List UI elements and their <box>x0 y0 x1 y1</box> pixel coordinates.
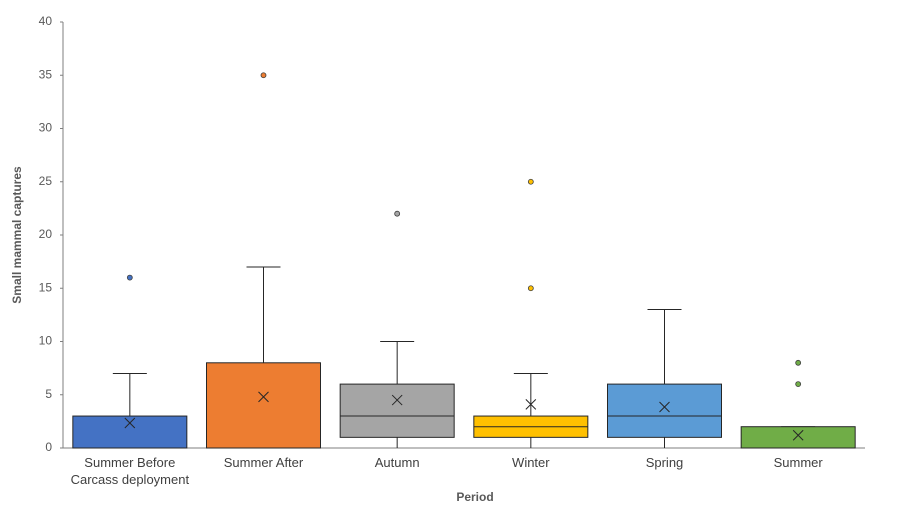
outlier <box>260 72 267 79</box>
mean-marker <box>525 398 537 410</box>
y-tick-label: 40 <box>39 14 53 28</box>
x-tick-label: Summer Before Carcass deployment <box>70 455 190 487</box>
y-tick-label: 20 <box>39 227 53 241</box>
mean-marker <box>792 429 804 441</box>
mean-marker <box>124 417 136 429</box>
x-axis-label: Period <box>456 490 493 504</box>
box <box>206 362 321 449</box>
y-tick-label: 0 <box>45 440 52 454</box>
y-axis-label: Small mammal captures <box>10 166 24 304</box>
y-tick-label: 10 <box>39 334 53 348</box>
mean-marker <box>659 401 670 413</box>
y-tick-label: 15 <box>39 280 53 294</box>
x-tick-label: Spring <box>645 455 684 470</box>
box <box>740 426 856 449</box>
y-tick-label: 35 <box>39 67 53 81</box>
y-tick-label: 30 <box>39 121 53 135</box>
outlier <box>126 274 133 281</box>
outlier <box>527 285 534 292</box>
y-tick-label: 5 <box>45 387 52 401</box>
x-tick-label: Winter <box>512 455 550 470</box>
box <box>339 383 455 438</box>
x-tick-label: Autumn <box>374 455 420 470</box>
mean-marker <box>258 391 269 403</box>
x-tick-label: Summer After <box>223 455 304 470</box>
mean-marker <box>391 394 403 406</box>
box <box>607 383 722 438</box>
outlier <box>527 178 534 185</box>
outlier <box>394 210 401 217</box>
outlier <box>795 359 802 366</box>
x-tick-label: Summer <box>773 455 823 470</box>
y-tick-label: 25 <box>39 174 53 188</box>
outlier <box>795 381 802 388</box>
box <box>72 415 188 449</box>
